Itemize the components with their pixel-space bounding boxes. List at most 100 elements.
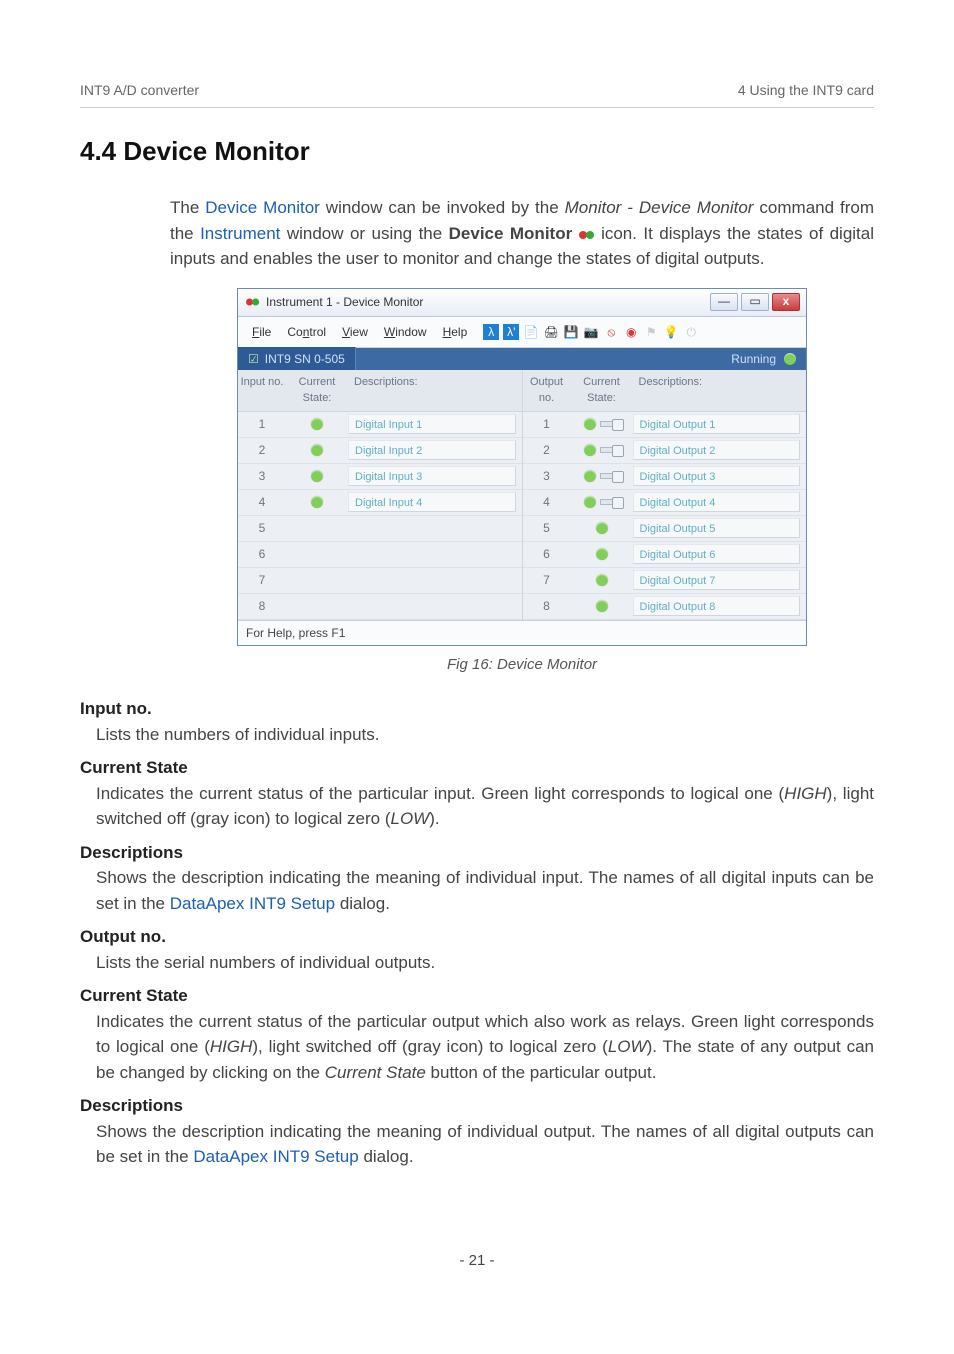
output-desc-cell: Digital Output 5 xyxy=(633,518,807,538)
running-led xyxy=(784,353,796,365)
intro-t1: The xyxy=(170,198,205,217)
input-row-number: 8 xyxy=(238,593,286,619)
link-int9-setup-1: DataApex INT9 Setup xyxy=(170,894,335,913)
menu-window-rest: indow xyxy=(395,325,426,339)
output-row-number: 4 xyxy=(523,489,571,515)
menu-control-pre: Co xyxy=(287,325,302,339)
s5-i2: LOW xyxy=(608,1037,647,1056)
toolbar-cancel-icon[interactable]: ⦸ xyxy=(603,324,619,340)
menu-file[interactable]: File xyxy=(246,321,277,343)
toolbar-flag-icon[interactable]: ⚑ xyxy=(643,324,659,340)
titlebar: Instrument 1 - Device Monitor — ▭ x xyxy=(238,289,806,317)
input-row-number: 1 xyxy=(238,411,286,437)
term-input-no: Input no. xyxy=(80,696,874,722)
output-toggle[interactable] xyxy=(600,473,620,479)
output-state[interactable] xyxy=(571,418,633,430)
input-state xyxy=(286,470,348,482)
input-led xyxy=(311,470,323,482)
toolbar-lamp-icon[interactable]: 💡 xyxy=(663,324,679,340)
output-toggle[interactable] xyxy=(600,499,620,505)
output-state[interactable] xyxy=(571,496,633,508)
output-led xyxy=(596,548,608,560)
output-state[interactable] xyxy=(571,522,633,534)
term-current-state-out: Current State xyxy=(80,983,874,1009)
input-row: 4Digital Input 4 xyxy=(238,490,522,516)
output-toggle[interactable] xyxy=(600,421,620,427)
output-desc: Digital Output 5 xyxy=(633,518,801,538)
close-button[interactable]: x xyxy=(772,293,800,311)
output-state[interactable] xyxy=(571,548,633,560)
input-state xyxy=(286,496,348,508)
output-row: 2 Digital Output 2 xyxy=(523,438,807,464)
tab-check-icon: ☑ xyxy=(248,350,259,368)
intro-t2: window can be invoked by the xyxy=(320,198,565,217)
input-row: 3 Digital Input 3 xyxy=(238,464,522,490)
output-row: 6 Digital Output 6 xyxy=(523,542,807,568)
link-device-monitor: Device Monitor xyxy=(205,198,320,217)
s5-post: button of the particular output. xyxy=(426,1063,657,1082)
s3-post: dialog. xyxy=(335,894,390,913)
term-descriptions-out-body: Shows the description indicating the mea… xyxy=(96,1119,874,1170)
output-desc: Digital Output 3 xyxy=(633,466,801,486)
menubar: File Control View Window Help λ λ' 📄 🖨 💾… xyxy=(238,317,806,348)
output-state[interactable] xyxy=(571,574,633,586)
toolbar-lambda-icon[interactable]: λ xyxy=(483,324,499,340)
intro-paragraph: The Device Monitor window can be invoked… xyxy=(170,195,874,272)
output-state[interactable] xyxy=(571,470,633,482)
output-led xyxy=(596,600,608,612)
toolbar-new-icon[interactable]: 📄 xyxy=(523,324,539,340)
output-desc-cell: Digital Output 8 xyxy=(633,596,807,616)
intro-bold1: Device Monitor xyxy=(449,224,579,243)
toolbar-snapshot-icon[interactable]: 📷 xyxy=(583,324,599,340)
input-row-number: 3 xyxy=(238,463,286,489)
output-desc: Digital Output 8 xyxy=(633,596,801,616)
inputs-header-desc: Descriptions: xyxy=(348,370,522,411)
running-head-left: INT9 A/D converter xyxy=(80,80,199,101)
tab-int9[interactable]: ☑ INT9 SN 0-505 xyxy=(238,347,356,371)
input-desc: Digital Input 4 xyxy=(348,492,516,512)
output-row-number: 5 xyxy=(523,515,571,541)
toolbar-record-icon[interactable]: ◉ xyxy=(623,324,639,340)
output-desc-cell: Digital Output 6 xyxy=(633,544,807,564)
output-led xyxy=(596,522,608,534)
output-led xyxy=(584,496,596,508)
device-monitor-icon xyxy=(246,296,260,308)
output-row-number: 6 xyxy=(523,541,571,567)
output-toggle[interactable] xyxy=(600,447,620,453)
output-row-number: 2 xyxy=(523,437,571,463)
output-row: 7Digital Output 7 xyxy=(523,568,807,594)
term-descriptions-out: Descriptions xyxy=(80,1093,874,1119)
output-desc-cell: Digital Output 2 xyxy=(633,440,807,460)
menu-window[interactable]: Window xyxy=(378,321,433,343)
output-row-number: 7 xyxy=(523,567,571,593)
minimize-button[interactable]: — xyxy=(710,293,738,311)
output-desc: Digital Output 6 xyxy=(633,544,801,564)
output-row: 5 Digital Output 5 xyxy=(523,516,807,542)
toolbar-power-icon[interactable]: ⏻ xyxy=(683,324,699,340)
toolbar-disk-icon[interactable]: 💾 xyxy=(563,324,579,340)
output-row-number: 8 xyxy=(523,593,571,619)
maximize-button[interactable]: ▭ xyxy=(741,293,769,311)
output-led xyxy=(596,574,608,586)
toolbar-print-icon[interactable]: 🖨 xyxy=(543,324,559,340)
menu-view[interactable]: View xyxy=(336,321,374,343)
window-title: Instrument 1 - Device Monitor xyxy=(266,293,423,311)
input-row-number: 5 xyxy=(238,515,286,541)
status-running: Running xyxy=(731,350,806,368)
output-row: 1 Digital Output 1 xyxy=(523,412,807,438)
term-input-no-body: Lists the numbers of individual inputs. xyxy=(96,722,874,748)
output-desc-cell: Digital Output 1 xyxy=(633,414,807,434)
toolbar-lambda-prime-icon[interactable]: λ' xyxy=(503,324,519,340)
output-state[interactable] xyxy=(571,444,633,456)
menu-help[interactable]: Help xyxy=(437,321,474,343)
intro-it1: Monitor - Device Monitor xyxy=(565,198,754,217)
output-row-number: 1 xyxy=(523,411,571,437)
device-monitor-icon xyxy=(579,229,595,241)
menu-view-rest: iew xyxy=(350,325,368,339)
input-row-number: 6 xyxy=(238,541,286,567)
menu-control[interactable]: Control xyxy=(281,321,332,343)
outputs-header-no: Output no. xyxy=(523,370,571,411)
output-desc-cell: Digital Output 4 xyxy=(633,492,807,512)
input-desc: Digital Input 3 xyxy=(348,466,516,486)
output-state[interactable] xyxy=(571,600,633,612)
